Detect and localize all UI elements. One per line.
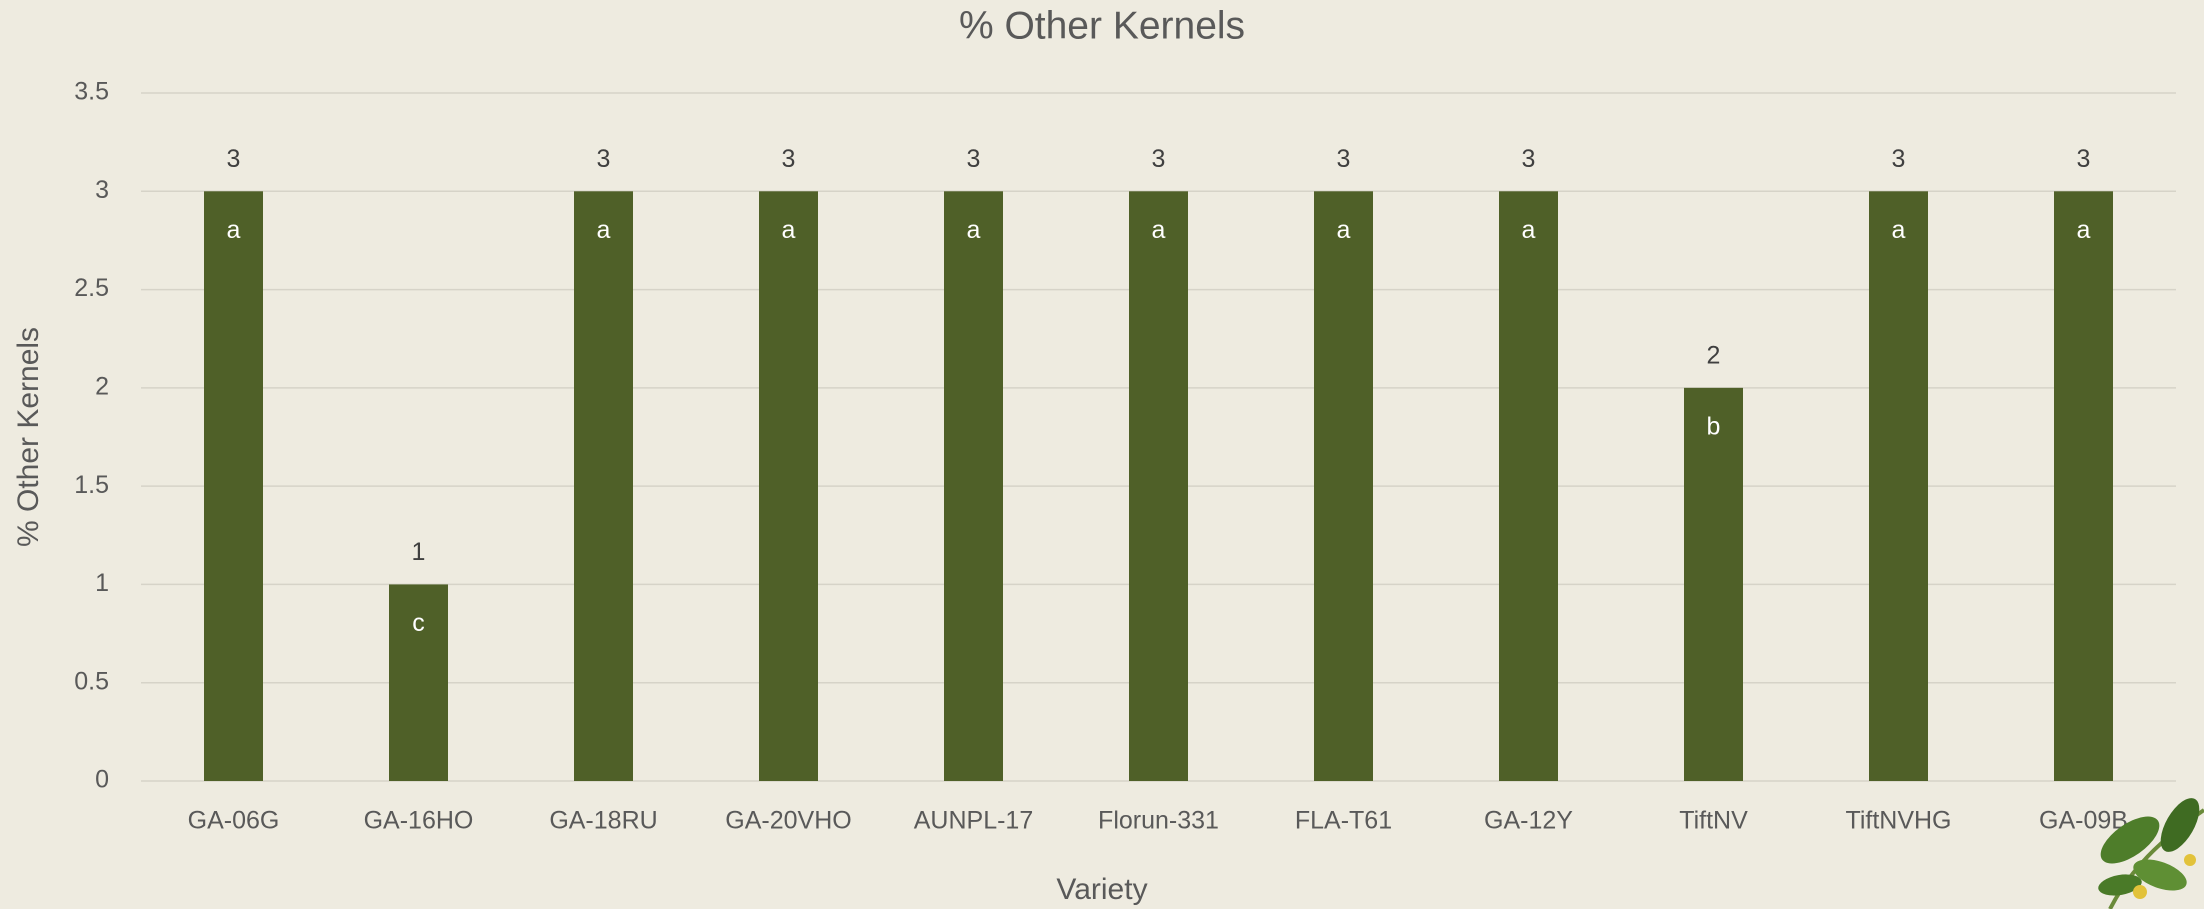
bar xyxy=(944,191,1003,781)
value-label: 3 xyxy=(1337,145,1351,173)
plot-area: 0 0.5 1 1.5 2 2.5 3 3.5 GA-06G 3 a GA-16HO 1 c GA-18RU… xyxy=(74,78,2176,835)
bar xyxy=(1314,191,1373,781)
x-tick-label: AUNPL-17 xyxy=(914,807,1034,835)
x-tick-label: TiftNV xyxy=(1679,807,1748,835)
group-letter: a xyxy=(2077,216,2091,244)
chart-title: % Other Kernels xyxy=(959,4,1245,47)
group-letter: a xyxy=(1152,216,1166,244)
bar xyxy=(2054,191,2113,781)
value-label: 3 xyxy=(967,145,981,173)
x-tick-label: GA-09B xyxy=(2039,807,2128,835)
x-tick-label: GA-12Y xyxy=(1484,807,1573,835)
y-tick-label: 3 xyxy=(95,176,109,204)
page: {"chart_data": {"type": "bar", "title": … xyxy=(0,0,2204,909)
x-tick-label: GA-06G xyxy=(188,807,280,835)
value-label: 1 xyxy=(412,538,426,566)
x-tick-label: Florun-331 xyxy=(1098,807,1219,835)
x-axis-title: Variety xyxy=(1056,873,1147,906)
value-label: 3 xyxy=(782,145,796,173)
y-tick-label: 2 xyxy=(95,372,109,400)
chart: % Other Kernels Variety % Other Kernels … xyxy=(0,0,2204,909)
x-tick-label: FLA-T61 xyxy=(1295,807,1392,835)
value-label: 3 xyxy=(1892,145,1906,173)
group-letter: a xyxy=(1337,216,1351,244)
x-tick-label: GA-16HO xyxy=(364,807,474,835)
group-letter: a xyxy=(227,216,241,244)
value-label: 2 xyxy=(1707,341,1721,369)
bar xyxy=(1129,191,1188,781)
group-letter: a xyxy=(1522,216,1536,244)
x-tick-label: TiftNVHG xyxy=(1845,807,1951,835)
group-letter: a xyxy=(597,216,611,244)
y-tick-label: 3.5 xyxy=(74,78,109,106)
value-label: 3 xyxy=(597,145,611,173)
value-label: 3 xyxy=(2077,145,2091,173)
x-tick-label: GA-18RU xyxy=(549,807,657,835)
bar xyxy=(1684,388,1743,781)
y-axis-title: % Other Kernels xyxy=(12,327,45,547)
value-label: 3 xyxy=(1152,145,1166,173)
bar xyxy=(1869,191,1928,781)
group-letter: b xyxy=(1707,412,1721,440)
bar xyxy=(204,191,263,781)
y-tick-label: 2.5 xyxy=(74,274,109,302)
group-letter: c xyxy=(412,609,425,637)
x-tick-label: GA-20VHO xyxy=(725,807,851,835)
value-label: 3 xyxy=(1522,145,1536,173)
bar xyxy=(574,191,633,781)
value-label: 3 xyxy=(227,145,241,173)
y-tick-label: 1 xyxy=(95,569,109,597)
y-tick-label: 1.5 xyxy=(74,471,109,499)
bar xyxy=(1499,191,1558,781)
group-letter: a xyxy=(782,216,796,244)
group-letter: a xyxy=(967,216,981,244)
group-letter: a xyxy=(1892,216,1906,244)
y-tick-label: 0.5 xyxy=(74,667,109,695)
y-tick-label: 0 xyxy=(95,766,109,794)
bar xyxy=(759,191,818,781)
